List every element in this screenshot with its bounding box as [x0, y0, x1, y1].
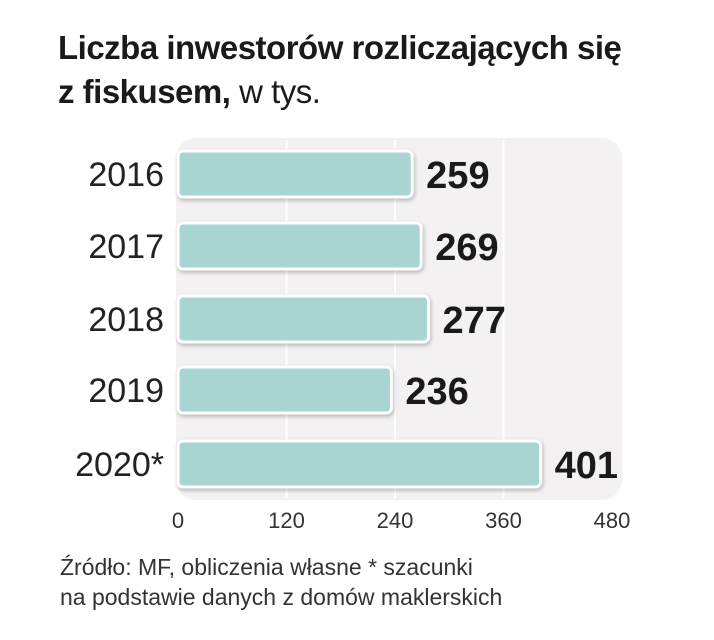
- value-label: 277: [442, 300, 505, 342]
- x-tick-label: 480: [594, 508, 631, 533]
- category-label: 2020*: [75, 446, 164, 484]
- category-label: 2016: [88, 156, 164, 194]
- value-label: 269: [435, 227, 498, 269]
- bar: [176, 365, 393, 415]
- category-label: 2017: [88, 228, 164, 266]
- source-note: Źródło: MF, obliczenia własne * szacunki…: [60, 552, 700, 612]
- category-labels: 2016 2017 2018 2019 2020*: [75, 156, 164, 484]
- source-line-1: Źródło: MF, obliczenia własne * szacunki: [60, 554, 473, 580]
- bar-chart: 2016 2017 2018 2019 2020* 259 269 277 236 401 0 1…: [75, 138, 630, 533]
- title-unit: w tys.: [239, 73, 321, 110]
- chart-title: Liczba inwestorów rozliczających się z f…: [58, 26, 698, 114]
- bar: [176, 149, 414, 199]
- category-label: 2019: [88, 372, 164, 410]
- x-tick-label: 120: [268, 508, 305, 533]
- category-label: 2018: [88, 301, 164, 339]
- bar: [176, 439, 543, 489]
- x-tick-label: 240: [377, 508, 414, 533]
- bars: [176, 149, 543, 489]
- bar: [176, 294, 430, 344]
- x-tick-label: 0: [172, 508, 184, 533]
- x-tick-label: 360: [485, 508, 522, 533]
- value-label: 401: [555, 445, 618, 487]
- value-label: 236: [405, 371, 468, 413]
- title-line-2: z fiskusem,: [58, 73, 231, 110]
- x-tick-labels: 0 120 240 360 480: [172, 508, 630, 533]
- title-line-1: Liczba inwestorów rozliczających się: [58, 29, 622, 66]
- source-line-2: na podstawie danych z domów maklerskich: [60, 584, 503, 610]
- value-label: 259: [426, 155, 489, 197]
- value-labels: 259 269 277 236 401: [405, 155, 618, 487]
- bar: [176, 221, 423, 271]
